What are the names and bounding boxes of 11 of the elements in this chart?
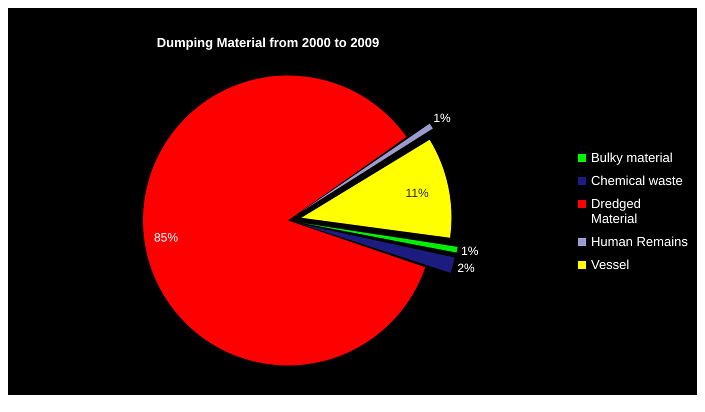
legend-label: Human Remains <box>591 234 688 249</box>
data-label: 85% <box>154 230 178 244</box>
legend-label: Vessel <box>591 257 630 272</box>
data-label: 1% <box>461 244 479 258</box>
legend-label: Chemical waste <box>591 173 683 188</box>
legend-label: Bulky material <box>591 150 673 165</box>
data-label: 2% <box>457 261 476 276</box>
legend-label: Dredged Material <box>591 196 642 226</box>
chart-title: Dumping Material from 2000 to 2009 <box>156 35 380 50</box>
data-label: 11% <box>406 186 429 200</box>
data-label: 1% <box>433 111 452 126</box>
